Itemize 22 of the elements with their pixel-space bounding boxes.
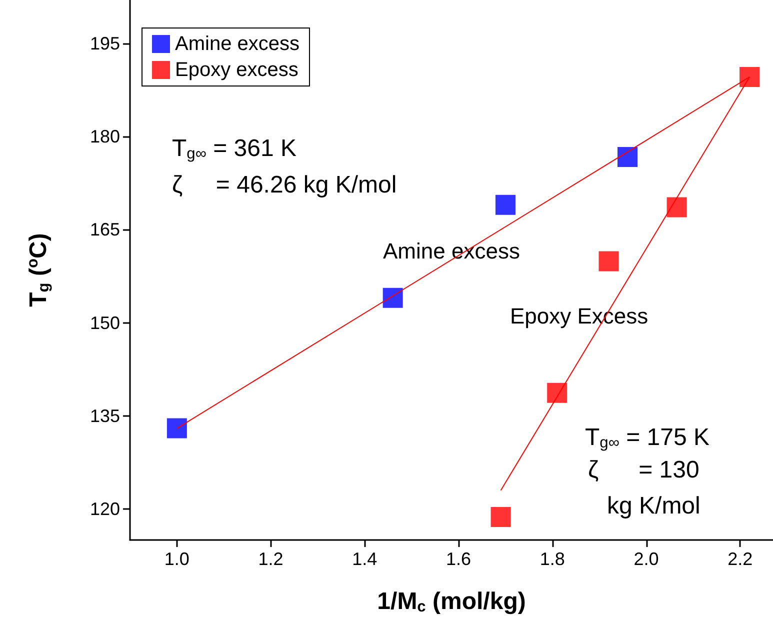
y-tick-label: 180 [90,126,120,147]
x-tick-label: 1.2 [258,549,284,569]
y-tick-label: 150 [90,312,120,333]
y-axis-title: Tg (oC) [24,233,52,307]
x-tick-label: 1.4 [352,549,378,569]
y-tick-label: 135 [90,406,120,426]
y-tick-label: 120 [90,498,120,519]
legend-label: Epoxy excess [175,59,298,81]
x-tick-label: 1.6 [446,549,472,569]
x-axis-title: 1/Mc (mol/kg) [377,588,526,616]
annotation: Tg∞ = 175 K [585,424,710,452]
x-tick-label: 1.0 [164,549,190,569]
annotation: ζ = 46.26 kg K/mol [172,172,397,198]
annotation: ζ = 130 [588,456,700,484]
y-tick-label: 195 [90,33,120,54]
x-tick-label: 2.0 [634,549,659,569]
annotation: kg K/mol [607,492,700,520]
legend-label: Amine excess [175,33,300,55]
x-tick-label: 1.8 [540,549,565,569]
y-tick-label: 165 [90,220,120,240]
x-tick-label: 2.2 [728,549,753,569]
annotation: Tg∞ = 361 K [172,134,297,162]
